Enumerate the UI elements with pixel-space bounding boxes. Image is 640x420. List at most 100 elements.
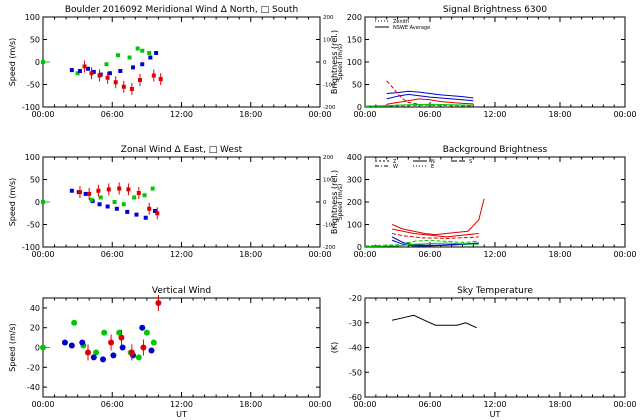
- legend-label: Zenith: [393, 19, 409, 25]
- data-point: [135, 354, 142, 361]
- y-tick-label: -50: [349, 368, 362, 377]
- data-point: [91, 69, 96, 74]
- plot-frame: [42, 156, 321, 248]
- y-tick-label: -20: [349, 294, 362, 303]
- y-tick-label: -50: [27, 81, 40, 90]
- data-point: [119, 344, 126, 351]
- x-tick-label: 18:00: [239, 250, 262, 259]
- x-tick-label: 06:00: [418, 250, 441, 259]
- y2-tick-label: 200: [323, 155, 334, 161]
- y-tick-label: 50: [30, 176, 40, 185]
- data-point: [105, 204, 110, 209]
- data-point: [71, 319, 78, 326]
- y-tick-label: 100: [25, 153, 40, 162]
- y2-tick-label: -100: [323, 83, 336, 89]
- x-tick-label: 00:00: [308, 110, 331, 119]
- y-tick-label: -40: [349, 344, 362, 353]
- data-point: [40, 344, 46, 351]
- data-point: [77, 69, 82, 73]
- data-point: [68, 342, 75, 349]
- data-point: [150, 186, 155, 191]
- x-tick-label: 12:00: [483, 250, 506, 259]
- y2-tick-label: 200: [323, 15, 334, 21]
- series-line: [386, 93, 474, 102]
- x-axis-label: UT: [490, 410, 501, 419]
- y-tick-label: 0: [357, 243, 362, 252]
- y-tick-label: 50: [352, 81, 362, 90]
- data-point: [154, 51, 159, 55]
- x-tick-label: 12:00: [170, 400, 193, 409]
- plot-frame: [364, 297, 626, 398]
- data-point: [143, 215, 148, 220]
- data-point: [93, 349, 100, 356]
- chart-title: Vertical Wind: [152, 286, 211, 296]
- y-axis-label: Brightness (rel.): [330, 30, 339, 94]
- data-point: [79, 339, 86, 346]
- x-tick-label: 00:00: [613, 400, 636, 409]
- y-tick-label: 20: [30, 324, 40, 333]
- data-point: [139, 324, 146, 331]
- legend-label: W: [393, 164, 398, 170]
- series-line: [391, 228, 479, 238]
- data-point: [89, 197, 94, 202]
- series-line: [364, 104, 474, 108]
- x-tick-label: 18:00: [548, 110, 571, 119]
- data-point: [152, 209, 157, 213]
- chart-title: Signal Brightness 6300: [443, 5, 547, 15]
- data-point: [116, 329, 123, 336]
- y-tick-label: 0: [35, 58, 40, 67]
- panel-5: Sky Temperature -60 -50 -40 -30 -20 (K) 00:00 06…: [330, 286, 637, 419]
- y-tick-label: 100: [347, 58, 362, 67]
- panel-4: Vertical Wind -40 -20 0 20 40 Speed (m/s) 00:00…: [8, 286, 332, 419]
- chart-title: Background Brightness: [443, 145, 548, 155]
- y-tick-label: 0: [35, 198, 40, 207]
- x-tick-label: 18:00: [239, 110, 262, 119]
- x-tick-label: 00:00: [308, 250, 331, 259]
- data-point: [69, 188, 74, 193]
- y-tick-label: 0: [35, 344, 40, 353]
- series-line: [391, 314, 477, 329]
- x-tick-label: 06:00: [101, 400, 124, 409]
- y-tick-label: 150: [347, 36, 362, 45]
- y-tick-label: 100: [25, 13, 40, 22]
- data-point: [107, 71, 112, 76]
- y-axis-label: Speed (m/s): [8, 178, 17, 227]
- plot-frame: [364, 156, 626, 248]
- x-tick-label: 06:00: [418, 400, 441, 409]
- data-point: [148, 347, 155, 354]
- data-point: [69, 68, 74, 73]
- y-tick-label: -100: [22, 103, 40, 112]
- y-tick-label: -40: [27, 383, 40, 392]
- x-tick-label: 06:00: [418, 110, 441, 119]
- y2-tick-label: 100: [323, 178, 334, 184]
- y2-tick-label: 100: [323, 38, 334, 44]
- series-line: [364, 239, 479, 247]
- legend-label: NSWE Average: [393, 25, 430, 31]
- y2-axis-label: Speed (m/s): [337, 44, 344, 80]
- data-point: [147, 51, 152, 55]
- y-tick-label: 400: [347, 153, 362, 162]
- data-point: [90, 354, 97, 361]
- y-tick-label: 300: [347, 176, 362, 185]
- data-point: [86, 66, 91, 71]
- x-tick-label: 00:00: [353, 400, 376, 409]
- data-point: [97, 202, 102, 207]
- y2-tick-label: -100: [323, 223, 336, 229]
- x-tick-label: 00:00: [353, 250, 376, 259]
- legend-label: Z: [393, 159, 397, 165]
- panel-3: Background Brightness 0 100 200 300 400 Bright…: [330, 145, 637, 259]
- y-tick-label: 100: [347, 221, 362, 230]
- data-point: [75, 71, 80, 76]
- y-tick-label: 200: [347, 13, 362, 22]
- panel-0: Boulder 2016092 Meridional Wind Δ North,…: [8, 5, 344, 119]
- x-tick-label: 06:00: [101, 250, 124, 259]
- panel-1: Signal Brightness 6300 0 50 100 150 200 Bright…: [330, 5, 637, 119]
- y-axis-label: (K): [330, 342, 339, 354]
- data-point: [114, 206, 119, 211]
- series-line: [391, 233, 479, 239]
- y-tick-label: 40: [30, 304, 40, 313]
- x-tick-label: 18:00: [548, 250, 571, 259]
- data-point: [131, 65, 136, 70]
- y-tick-label: -20: [27, 363, 40, 372]
- y2-tick-label: -200: [323, 105, 336, 111]
